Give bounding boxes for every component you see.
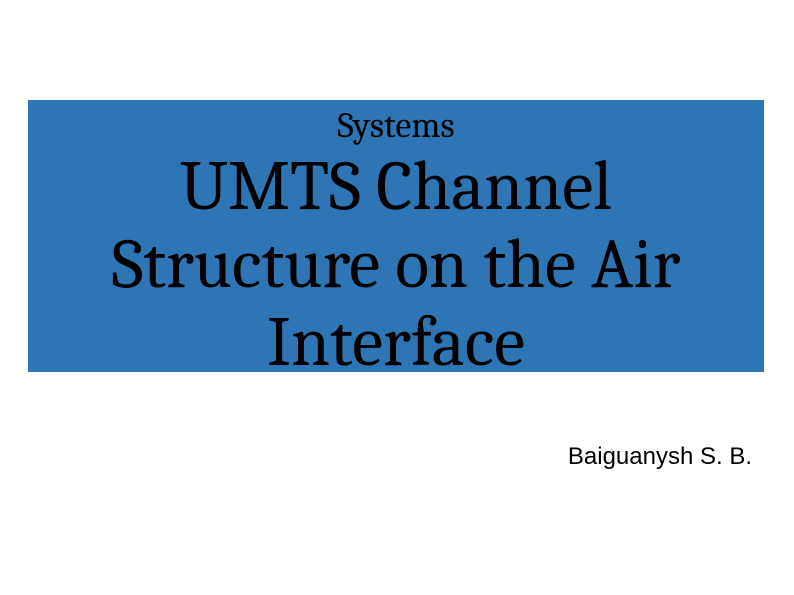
title-block: Systems UMTS Channel Structure on the Ai…: [28, 100, 764, 372]
main-title: UMTS Channel Structure on the Air Interf…: [112, 148, 681, 372]
author-name: Baiguanysh S. B.: [568, 443, 752, 471]
subtitle-top: Systems: [337, 106, 454, 146]
slide: Systems UMTS Channel Structure on the Ai…: [0, 0, 794, 595]
